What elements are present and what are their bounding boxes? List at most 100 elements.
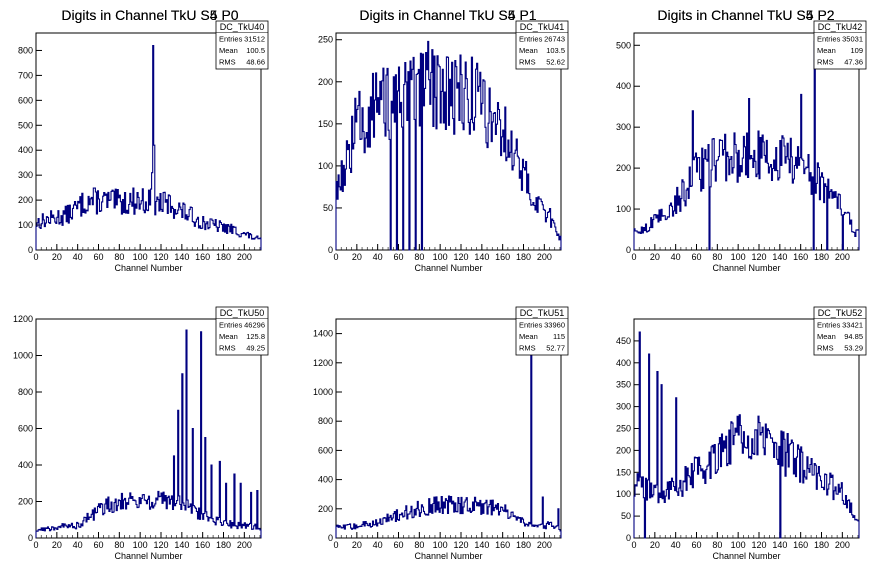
stats-value-mean: 94.85	[844, 332, 863, 341]
y-tick-label: 300	[616, 402, 631, 412]
y-tick-label-zero: 0	[28, 245, 33, 255]
y-tick-label: 500	[616, 40, 631, 50]
x-axis-label: Channel Number	[414, 551, 482, 561]
plot-frame	[35, 32, 262, 251]
stats-box	[813, 20, 867, 70]
stats-value-entries: 33421	[842, 321, 863, 330]
x-tick-label: 140	[174, 252, 189, 262]
y-tick-label: 1200	[313, 358, 333, 368]
x-tick-label: 180	[216, 540, 231, 550]
chart-title: Digits in Channel TkU S5 P2	[657, 7, 834, 23]
y-tick-label: 700	[18, 70, 33, 80]
x-tick-label: 0	[333, 252, 338, 262]
y-tick-label: 500	[18, 120, 33, 130]
y-tick-label: 400	[18, 460, 33, 470]
plot-frame	[335, 318, 562, 539]
y-tick-label: 400	[318, 475, 333, 485]
x-tick-label: 180	[814, 252, 829, 262]
plot-frame	[335, 32, 562, 251]
x-tick-label: 120	[751, 540, 766, 550]
y-tick-label: 50	[323, 203, 333, 213]
x-tick-label: 80	[114, 252, 124, 262]
x-tick-label: 140	[772, 540, 787, 550]
y-tick-label: 150	[616, 467, 631, 477]
y-tick-label-zero: 0	[328, 533, 333, 543]
x-axis-label: Channel Number	[414, 263, 482, 273]
stats-value-rms: 49.25	[246, 344, 265, 353]
stats-value-entries: 26743	[544, 35, 565, 44]
x-axis-label: Channel Number	[712, 263, 780, 273]
y-tick-label: 600	[318, 445, 333, 455]
y-tick-label: 200	[18, 497, 33, 507]
x-tick-label: 80	[712, 540, 722, 550]
y-tick-label-zero: 0	[626, 245, 631, 255]
stats-value-rms: 48.66	[246, 58, 265, 67]
x-tick-label: 100	[433, 252, 448, 262]
x-tick-label: 180	[216, 252, 231, 262]
stats-name: DC_TkU52	[818, 308, 863, 318]
stats-box	[515, 306, 569, 356]
y-tick-label: 1000	[13, 351, 33, 361]
x-tick-label: 60	[393, 540, 403, 550]
stats-label-mean: Mean	[219, 332, 238, 341]
stats-value-mean: 125.8	[246, 332, 265, 341]
y-tick-label-zero: 0	[28, 533, 33, 543]
stats-label-rms: RMS	[219, 344, 236, 353]
y-tick-label: 300	[616, 122, 631, 132]
y-tick-label: 800	[318, 416, 333, 426]
y-tick-label: 800	[18, 45, 33, 55]
stats-label-rms: RMS	[519, 58, 536, 67]
x-tick-label: 20	[52, 252, 62, 262]
x-axis-label: Channel Number	[712, 551, 780, 561]
stats-label-entries: Entries	[219, 35, 243, 44]
chart-title: Digits in Channel TkU S4 P2	[657, 7, 834, 23]
y-tick-label: 100	[318, 161, 333, 171]
y-tick-label-zero: 0	[626, 533, 631, 543]
y-tick-label: 200	[318, 77, 333, 87]
x-tick-label: 140	[174, 540, 189, 550]
x-tick-label: 160	[495, 540, 510, 550]
histogram-series-line	[633, 40, 860, 251]
x-tick-label: 20	[352, 540, 362, 550]
stats-value-rms: 53.29	[844, 344, 863, 353]
x-tick-label: 100	[731, 252, 746, 262]
stats-label-entries: Entries	[519, 321, 543, 330]
x-tick-label: 100	[133, 540, 148, 550]
histogram-panel: Digits in Channel TkU S4 P1 0 20 40 60 80 100 1…	[318, 7, 569, 273]
x-axis-label: Channel Number	[114, 263, 182, 273]
x-tick-label: 100	[133, 252, 148, 262]
x-tick-label: 120	[453, 252, 468, 262]
y-tick-label: 400	[18, 145, 33, 155]
stats-name: DC_TkU42	[818, 22, 863, 32]
x-tick-label: 120	[453, 540, 468, 550]
x-tick-label: 140	[474, 252, 489, 262]
histogram-panel: Digits in Channel TkU S4 P2 0 20 40 60 80 100 1…	[616, 7, 867, 273]
x-tick-label: 40	[373, 540, 383, 550]
histogram-panel: Digits in Channel TkU S5 P0 0 20 40 60 80 100 1…	[13, 7, 269, 561]
stats-box	[813, 306, 867, 356]
y-tick-label: 300	[18, 170, 33, 180]
y-tick-label: 450	[616, 336, 631, 346]
stats-label-mean: Mean	[817, 46, 836, 55]
histogram-panel: Digits in Channel TkU S5 P2 0 20 40 60 80 100 1…	[616, 7, 867, 561]
x-tick-label: 160	[195, 540, 210, 550]
x-tick-label: 120	[153, 540, 168, 550]
x-tick-label: 0	[631, 252, 636, 262]
stats-value-rms: 47.36	[844, 58, 863, 67]
y-tick-label: 100	[616, 489, 631, 499]
x-tick-label: 0	[33, 252, 38, 262]
stats-label-rms: RMS	[817, 344, 834, 353]
stats-value-rms: 52.62	[546, 58, 565, 67]
x-tick-label: 160	[195, 252, 210, 262]
x-tick-label: 120	[153, 252, 168, 262]
x-tick-label: 200	[537, 252, 552, 262]
stats-label-entries: Entries	[817, 321, 841, 330]
chart-title: Digits in Channel TkU S4 P0	[61, 7, 238, 23]
x-tick-label: 160	[793, 252, 808, 262]
x-tick-label: 0	[33, 540, 38, 550]
histogram-series-line	[335, 324, 562, 538]
x-tick-label: 20	[52, 540, 62, 550]
x-tick-label: 180	[516, 540, 531, 550]
y-tick-label: 400	[616, 358, 631, 368]
x-axis-label: Channel Number	[114, 551, 182, 561]
